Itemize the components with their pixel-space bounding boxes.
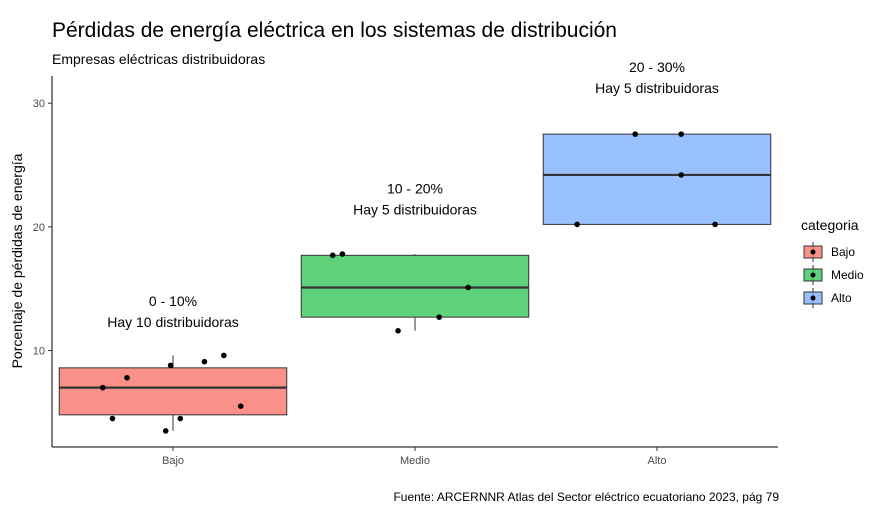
annotation-range-bajo: 0 - 10% <box>149 293 197 309</box>
data-point-bajo <box>221 352 227 359</box>
box-alto <box>542 133 772 225</box>
legend-label-alto: Alto <box>831 291 852 305</box>
data-point-bajo <box>109 415 116 422</box>
annotation-count-medio: Hay 5 distribuidoras <box>353 201 477 217</box>
annotation-count-bajo: Hay 10 distribuidoras <box>107 314 239 330</box>
legend-title: categoria <box>801 217 859 233</box>
data-point-bajo <box>124 374 130 381</box>
y-axis-title: Porcentaje de pérdidas de energía <box>9 153 25 368</box>
box-medio <box>300 254 530 318</box>
y-tick-label: 30 <box>33 98 45 110</box>
legend: categoria Bajo Medio Alto <box>801 217 864 308</box>
chart-title: Pérdidas de energía eléctrica en los sis… <box>52 19 617 42</box>
data-point-medio <box>395 327 401 334</box>
legend-label-medio: Medio <box>831 268 864 282</box>
annotation-range-alto: 20 - 30% <box>629 59 685 75</box>
data-point-bajo <box>177 415 184 422</box>
chart-caption: Fuente: ARCERNNR Atlas del Sector eléctr… <box>393 490 779 504</box>
data-point-alto <box>678 172 684 178</box>
legend-key-point-medio <box>810 272 816 278</box>
data-point-medio <box>329 252 336 259</box>
data-point-alto <box>574 221 580 228</box>
data-point-bajo <box>167 362 174 369</box>
data-point-bajo <box>100 384 106 391</box>
x-tick-label: Medio <box>400 455 430 467</box>
annotation-range-medio: 10 - 20% <box>387 180 443 196</box>
x-tick-label: Bajo <box>162 455 184 467</box>
legend-label-bajo: Bajo <box>831 245 855 259</box>
x-tick-label: Alto <box>648 455 667 467</box>
y-tick-label: 20 <box>33 222 45 234</box>
annotation-count-alto: Hay 5 distribuidoras <box>595 80 719 96</box>
data-point-bajo <box>162 428 169 434</box>
data-point-medio <box>465 284 472 291</box>
data-point-bajo <box>201 358 208 365</box>
legend-key-point-alto <box>810 295 816 301</box>
plot-area: 10 20 30 Bajo Medio Alto 0 - 10% Hay 10 distrib… <box>33 59 778 467</box>
data-point-alto <box>678 131 684 137</box>
data-point-bajo <box>237 403 244 409</box>
chart-subtitle: Empresas eléctricas distribuidoras <box>52 51 266 67</box>
data-point-alto <box>712 221 718 228</box>
data-point-alto <box>632 131 639 137</box>
y-tick-label: 10 <box>33 346 45 358</box>
data-point-medio <box>436 314 443 320</box>
data-point-medio <box>339 251 346 257</box>
box-bajo <box>58 367 288 416</box>
legend-key-point-bajo <box>810 249 816 255</box>
